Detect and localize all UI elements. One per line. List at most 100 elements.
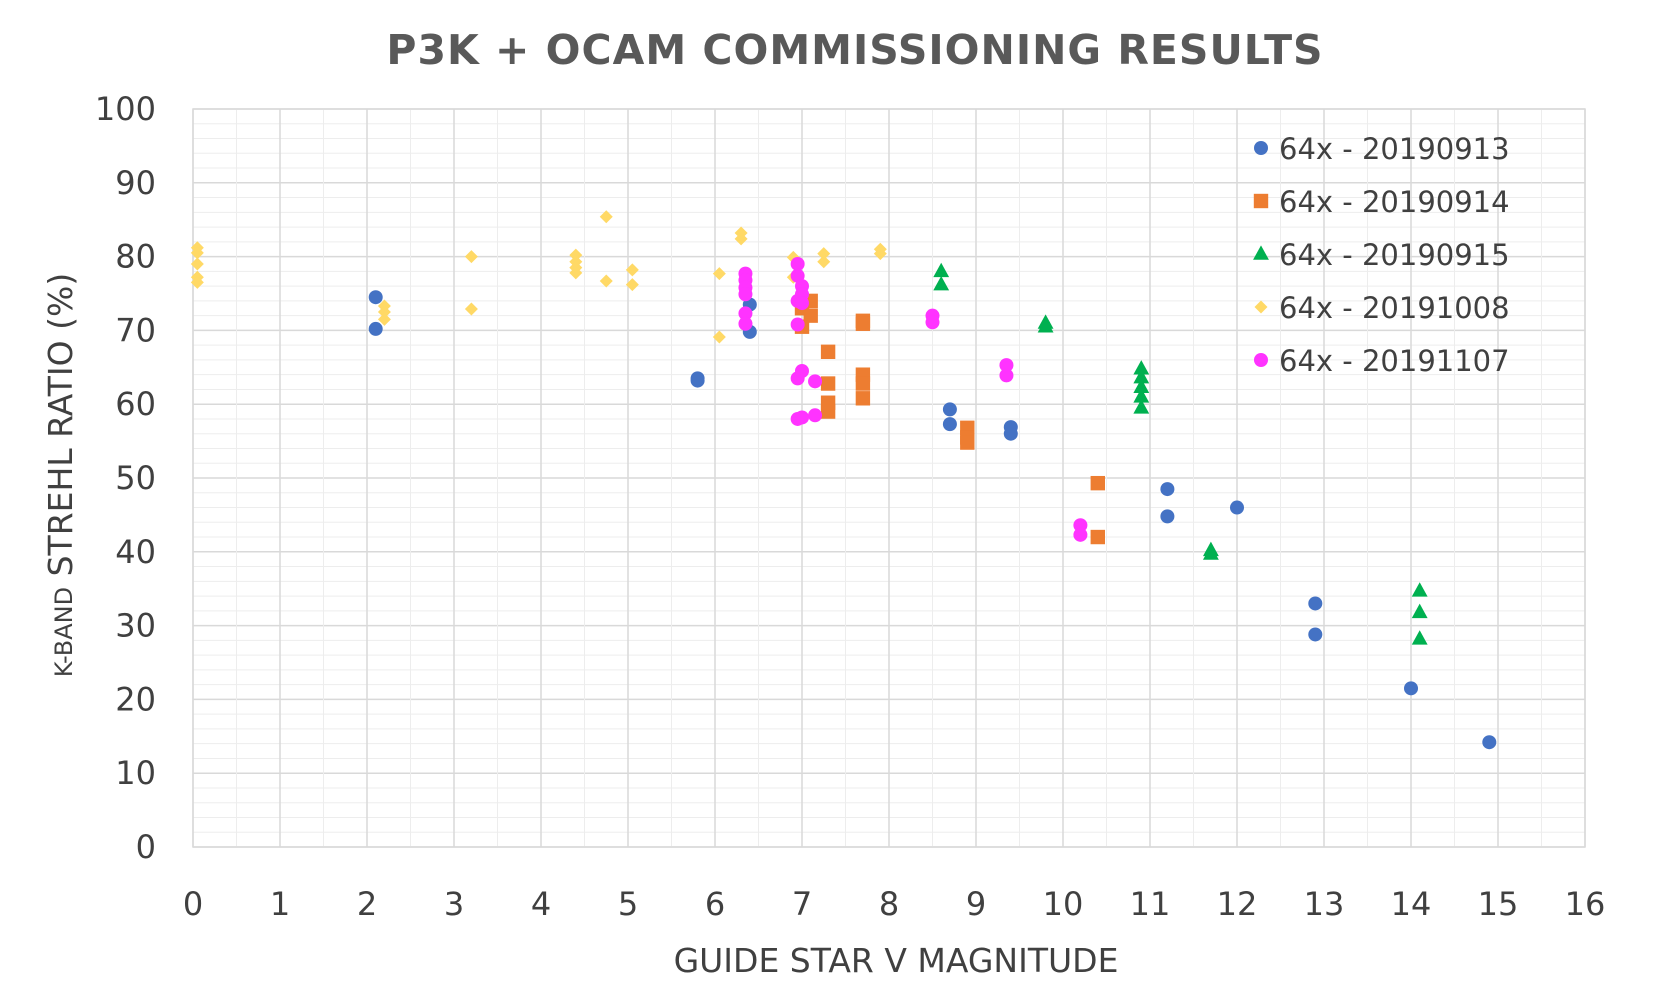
x-tick-label: 16 [1565, 885, 1606, 923]
data-points [190, 210, 1497, 750]
y-tick-label: 70 [115, 311, 156, 349]
data-point [795, 363, 809, 378]
data-point [1230, 500, 1244, 515]
data-point [1133, 378, 1150, 393]
data-point [1482, 735, 1497, 750]
data-point [1073, 527, 1088, 542]
data-point [738, 316, 753, 331]
legend-marker [1254, 300, 1268, 314]
y-axis-label: K-BAND STREHL RATIO (%) [41, 273, 80, 677]
data-point [599, 274, 613, 288]
x-axis-ticks: 0 1 2 3 4 5 6 7 8 9 10 11 12 13 14 15 16 [183, 885, 1606, 923]
data-point [377, 305, 391, 319]
data-point [999, 368, 1014, 383]
data-point [1073, 518, 1088, 533]
legend-item: 64x - 20190913 [1254, 132, 1510, 166]
data-point [1133, 360, 1150, 375]
data-point [377, 312, 391, 326]
legend-label: 64x - 20190915 [1279, 238, 1510, 272]
y-tick-label: 80 [115, 238, 156, 276]
y-axis-label-main: STREHL RATIO (%) [41, 273, 80, 587]
data-point [855, 316, 871, 331]
legend: 64x - 20190913 64x - 20190914 64x - 201909… [1253, 132, 1510, 378]
data-point [738, 306, 753, 321]
x-tick-label: 4 [531, 885, 551, 923]
data-point [569, 248, 583, 262]
data-point [625, 263, 639, 277]
data-point [625, 278, 639, 292]
legend-marker [1254, 353, 1268, 367]
y-tick-label: 10 [115, 754, 156, 792]
legend-label: 64x - 20191008 [1279, 291, 1510, 325]
x-tick-label: 12 [1217, 885, 1258, 923]
data-point [820, 404, 836, 419]
data-point [933, 262, 950, 278]
data-point [368, 290, 383, 305]
legend-item: 64x - 20190914 [1253, 185, 1510, 219]
series-5 [738, 256, 1088, 542]
data-point [1090, 529, 1105, 545]
data-point [855, 391, 871, 406]
data-point [790, 317, 805, 332]
data-point [1308, 596, 1323, 611]
data-point [1411, 630, 1428, 645]
data-point [1160, 482, 1175, 497]
data-point [690, 373, 705, 388]
data-point [712, 267, 726, 281]
data-point [942, 417, 957, 432]
y-tick-label: 30 [115, 607, 156, 645]
data-point [1202, 545, 1219, 560]
data-point [599, 210, 613, 224]
x-axis-label: GUIDE STAR V MAGNITUDE [674, 941, 1119, 980]
legend-label: 64x - 20190913 [1279, 132, 1510, 166]
data-point [1411, 582, 1428, 597]
series-3 [933, 262, 1428, 645]
data-point [1308, 627, 1323, 642]
series-1 [368, 290, 1497, 750]
data-point [1411, 603, 1428, 619]
y-tick-label: 20 [115, 680, 156, 718]
data-point [855, 376, 871, 391]
data-point [1404, 681, 1418, 696]
y-tick-label: 60 [115, 385, 156, 423]
data-point [942, 402, 957, 417]
y-tick-label: 0 [136, 828, 156, 866]
data-point [820, 344, 836, 360]
y-tick-label: 50 [115, 459, 156, 497]
data-point [190, 275, 204, 289]
legend-item: 64x - 20191008 [1254, 291, 1510, 325]
x-tick-label: 10 [1043, 885, 1084, 923]
data-point [1090, 475, 1105, 491]
data-point [790, 256, 805, 271]
data-point [464, 302, 478, 316]
y-tick-label: 100 [95, 90, 156, 128]
data-point [817, 255, 831, 269]
data-point [1133, 399, 1150, 414]
x-tick-label: 6 [705, 885, 725, 923]
legend-marker [1253, 245, 1269, 260]
data-point [1133, 388, 1150, 403]
data-point [1037, 318, 1054, 333]
data-point [1133, 368, 1150, 384]
y-tick-label: 90 [115, 164, 156, 202]
chart-title: P3K + OCAM COMMISSIONING RESULTS [386, 26, 1323, 74]
data-point [368, 321, 383, 336]
data-point [712, 330, 726, 344]
plot-area-border [192, 108, 1586, 848]
y-axis-ticks: 0 10 20 30 40 50 60 70 80 90 100 [95, 90, 156, 866]
data-point [738, 287, 753, 302]
x-tick-label: 11 [1130, 885, 1171, 923]
grid [192, 108, 1586, 848]
data-point [190, 246, 204, 260]
legend-item: 64x - 20191107 [1254, 344, 1510, 378]
x-tick-label: 9 [966, 885, 986, 923]
x-tick-label: 1 [270, 885, 290, 923]
data-point [569, 266, 583, 280]
data-point [960, 435, 975, 450]
data-point [464, 250, 478, 264]
data-point [795, 296, 809, 311]
data-point [808, 408, 823, 423]
x-tick-label: 5 [618, 885, 638, 923]
data-point [190, 257, 204, 271]
